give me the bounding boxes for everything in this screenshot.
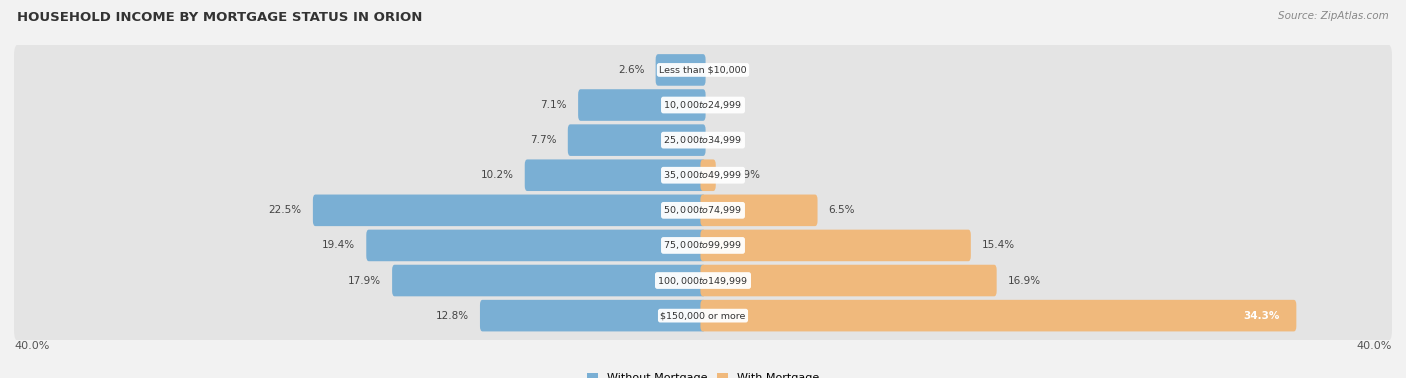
Text: $50,000 to $74,999: $50,000 to $74,999: [664, 204, 742, 216]
Text: 12.8%: 12.8%: [436, 311, 468, 321]
FancyBboxPatch shape: [14, 290, 1392, 342]
Text: Less than $10,000: Less than $10,000: [659, 65, 747, 74]
Text: 7.7%: 7.7%: [530, 135, 557, 145]
Text: 0.0%: 0.0%: [717, 135, 742, 145]
Text: 0.0%: 0.0%: [717, 100, 742, 110]
FancyBboxPatch shape: [14, 79, 1392, 131]
Text: $25,000 to $34,999: $25,000 to $34,999: [664, 134, 742, 146]
FancyBboxPatch shape: [568, 124, 706, 156]
Text: 0.59%: 0.59%: [727, 170, 759, 180]
FancyBboxPatch shape: [367, 230, 706, 261]
FancyBboxPatch shape: [14, 44, 1392, 96]
Text: 34.3%: 34.3%: [1244, 311, 1279, 321]
FancyBboxPatch shape: [700, 265, 997, 296]
FancyBboxPatch shape: [392, 265, 706, 296]
FancyBboxPatch shape: [14, 114, 1392, 166]
Text: 16.9%: 16.9%: [1008, 276, 1040, 285]
Text: 15.4%: 15.4%: [981, 240, 1015, 251]
Text: 40.0%: 40.0%: [14, 341, 49, 351]
Text: 7.1%: 7.1%: [540, 100, 567, 110]
Text: $10,000 to $24,999: $10,000 to $24,999: [664, 99, 742, 111]
Text: 10.2%: 10.2%: [481, 170, 513, 180]
Text: $75,000 to $99,999: $75,000 to $99,999: [664, 239, 742, 251]
Text: 40.0%: 40.0%: [1357, 341, 1392, 351]
Text: $100,000 to $149,999: $100,000 to $149,999: [658, 274, 748, 287]
Text: Source: ZipAtlas.com: Source: ZipAtlas.com: [1278, 11, 1389, 21]
Text: 2.6%: 2.6%: [619, 65, 644, 75]
FancyBboxPatch shape: [314, 195, 706, 226]
Text: $150,000 or more: $150,000 or more: [661, 311, 745, 320]
FancyBboxPatch shape: [14, 254, 1392, 307]
FancyBboxPatch shape: [14, 184, 1392, 236]
FancyBboxPatch shape: [479, 300, 706, 332]
Legend: Without Mortgage, With Mortgage: Without Mortgage, With Mortgage: [582, 369, 824, 378]
FancyBboxPatch shape: [700, 195, 817, 226]
FancyBboxPatch shape: [524, 160, 706, 191]
Text: 17.9%: 17.9%: [347, 276, 381, 285]
FancyBboxPatch shape: [700, 300, 1296, 332]
Text: 0.0%: 0.0%: [717, 65, 742, 75]
FancyBboxPatch shape: [655, 54, 706, 86]
FancyBboxPatch shape: [700, 230, 970, 261]
Text: HOUSEHOLD INCOME BY MORTGAGE STATUS IN ORION: HOUSEHOLD INCOME BY MORTGAGE STATUS IN O…: [17, 11, 422, 24]
FancyBboxPatch shape: [14, 149, 1392, 201]
FancyBboxPatch shape: [578, 89, 706, 121]
FancyBboxPatch shape: [700, 160, 716, 191]
Text: 6.5%: 6.5%: [828, 205, 855, 215]
Text: 19.4%: 19.4%: [322, 240, 356, 251]
FancyBboxPatch shape: [14, 220, 1392, 271]
Text: 22.5%: 22.5%: [269, 205, 302, 215]
Text: $35,000 to $49,999: $35,000 to $49,999: [664, 169, 742, 181]
